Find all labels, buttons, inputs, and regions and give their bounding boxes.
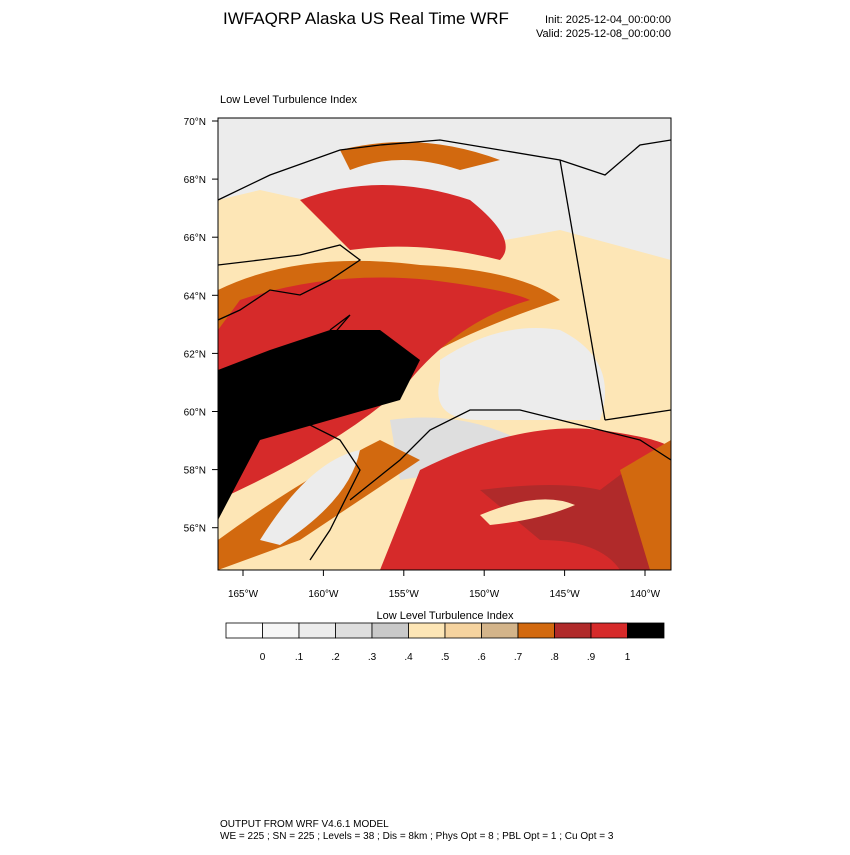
colorbar-box bbox=[590, 622, 628, 639]
lat-label: 68°N bbox=[184, 175, 206, 186]
lat-label: 70°N bbox=[184, 117, 206, 128]
footer-line: OUTPUT FROM WRF V4.6.1 MODEL bbox=[220, 819, 389, 830]
colorbar-box bbox=[554, 622, 592, 639]
colorbar-label: 1 bbox=[625, 652, 631, 663]
colorbar-box bbox=[627, 622, 665, 639]
colorbar-box bbox=[517, 622, 555, 639]
lat-label: 66°N bbox=[184, 233, 206, 244]
lat-label: 64°N bbox=[184, 291, 206, 302]
colorbar-label: .4 bbox=[404, 652, 413, 663]
lat-label: 60°N bbox=[184, 408, 206, 419]
lon-label: 155°W bbox=[389, 589, 420, 600]
lat-label: 62°N bbox=[184, 349, 206, 360]
colorbar-title: Low Level Turbulence Index bbox=[377, 610, 514, 622]
colorbar-box bbox=[481, 622, 519, 639]
field-gray bbox=[438, 328, 605, 420]
colorbar-box bbox=[444, 622, 482, 639]
colorbar-label: 0 bbox=[260, 652, 266, 663]
coastline bbox=[218, 139, 671, 561]
valid-time: Valid: 2025-12-08_00:00:00 bbox=[536, 28, 671, 40]
field-darkred bbox=[480, 460, 671, 570]
colorbar-label: .6 bbox=[477, 652, 486, 663]
colorbar-box bbox=[225, 622, 263, 639]
colorbar-label: .8 bbox=[550, 652, 559, 663]
lon-label: 150°W bbox=[469, 589, 500, 600]
colorbar-label: .5 bbox=[441, 652, 450, 663]
lon-label: 160°W bbox=[308, 589, 339, 600]
colorbar-box bbox=[298, 622, 336, 639]
colorbar-label: .1 bbox=[295, 652, 304, 663]
title: IWFAQRP Alaska US Real Time WRF bbox=[223, 9, 509, 28]
field-light bbox=[480, 499, 575, 525]
colorbar-label: .3 bbox=[368, 652, 377, 663]
lon-label: 140°W bbox=[630, 589, 661, 600]
colorbar-box bbox=[408, 622, 446, 639]
colorbar-label: .7 bbox=[514, 652, 523, 663]
field-orange bbox=[340, 142, 500, 170]
map-title: Low Level Turbulence Index bbox=[220, 94, 357, 106]
map-field bbox=[218, 118, 671, 570]
field-red bbox=[300, 185, 506, 260]
init-time: Init: 2025-12-04_00:00:00 bbox=[545, 14, 671, 26]
colorbar-box bbox=[335, 622, 373, 639]
lat-label: 56°N bbox=[184, 524, 206, 535]
field-black bbox=[218, 330, 420, 520]
footer-line: WE = 225 ; SN = 225 ; Levels = 38 ; Dis … bbox=[220, 831, 614, 842]
colorbar-label: .9 bbox=[587, 652, 596, 663]
colorbar-label: .2 bbox=[331, 652, 340, 663]
field-orange bbox=[620, 440, 671, 570]
map-frame bbox=[217, 117, 672, 571]
lon-label: 145°W bbox=[550, 589, 581, 600]
lat-label: 58°N bbox=[184, 466, 206, 477]
colorbar-box bbox=[371, 622, 409, 639]
colorbar-box bbox=[262, 622, 300, 639]
lon-label: 165°W bbox=[228, 589, 259, 600]
field-gray bbox=[260, 450, 360, 545]
